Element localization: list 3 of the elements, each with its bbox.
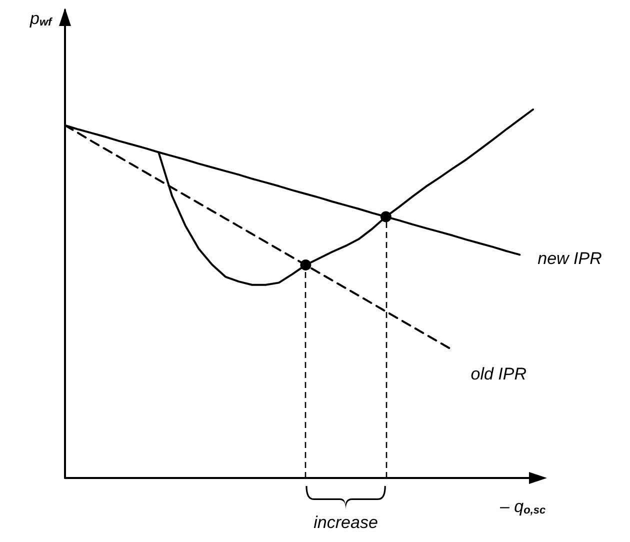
- series-label: old IPR: [470, 364, 527, 384]
- text: increase: [314, 513, 378, 532]
- series-label: new IPR: [538, 249, 602, 268]
